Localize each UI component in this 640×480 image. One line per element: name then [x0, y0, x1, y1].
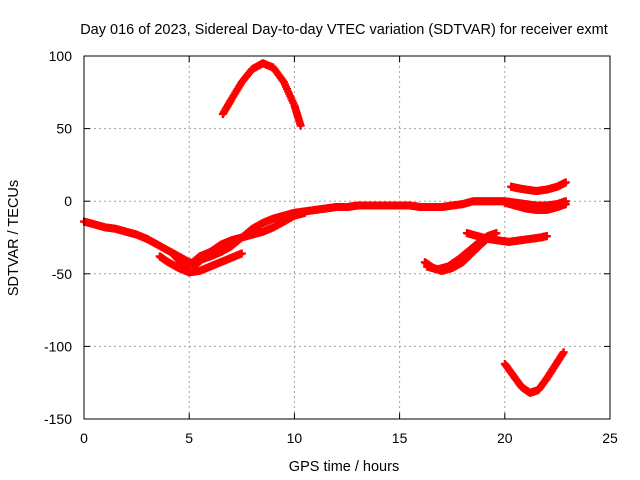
- data-point: [561, 178, 570, 187]
- x-tick-label: 25: [602, 430, 618, 446]
- series-arc-evening-flat: [462, 229, 551, 246]
- series-arc-evening-rise: [422, 229, 501, 274]
- series-arc-upper: [218, 59, 305, 130]
- y-tick-label: 100: [49, 48, 73, 64]
- series-arc-late-mid: [500, 198, 570, 214]
- series-arc-low: [500, 348, 568, 397]
- data-point: [559, 348, 568, 357]
- data-point: [492, 229, 501, 238]
- x-tick-label: 10: [287, 430, 303, 446]
- y-axis-label: SDTVAR / TECUs: [6, 180, 22, 296]
- x-tick-label: 0: [80, 430, 88, 446]
- y-tick-label: -100: [44, 338, 72, 354]
- series-arc-dip: [155, 249, 246, 277]
- data-point: [542, 232, 551, 241]
- data-series: [80, 59, 570, 397]
- data-point: [296, 121, 305, 130]
- y-tick-label: 50: [56, 121, 72, 137]
- x-tick-label: 5: [185, 430, 193, 446]
- y-tick-label: -50: [52, 266, 72, 282]
- x-axis-label: GPS time / hours: [289, 459, 399, 475]
- data-point: [561, 200, 570, 209]
- series-arc-late-high: [507, 178, 570, 196]
- data-point: [300, 208, 309, 217]
- series-arc-secondary: [168, 208, 309, 270]
- data-point: [237, 249, 246, 258]
- y-tick-label: 0: [64, 193, 72, 209]
- axis-ticks: 0 5 10 15 20 25 -150 -100 -50 0 50 100: [44, 48, 618, 446]
- x-tick-label: 15: [392, 430, 408, 446]
- y-tick-label: -150: [44, 411, 72, 427]
- x-tick-label: 20: [497, 430, 513, 446]
- chart-title: Day 016 of 2023, Sidereal Day-to-day VTE…: [80, 22, 608, 38]
- plot-frame: [83, 55, 611, 420]
